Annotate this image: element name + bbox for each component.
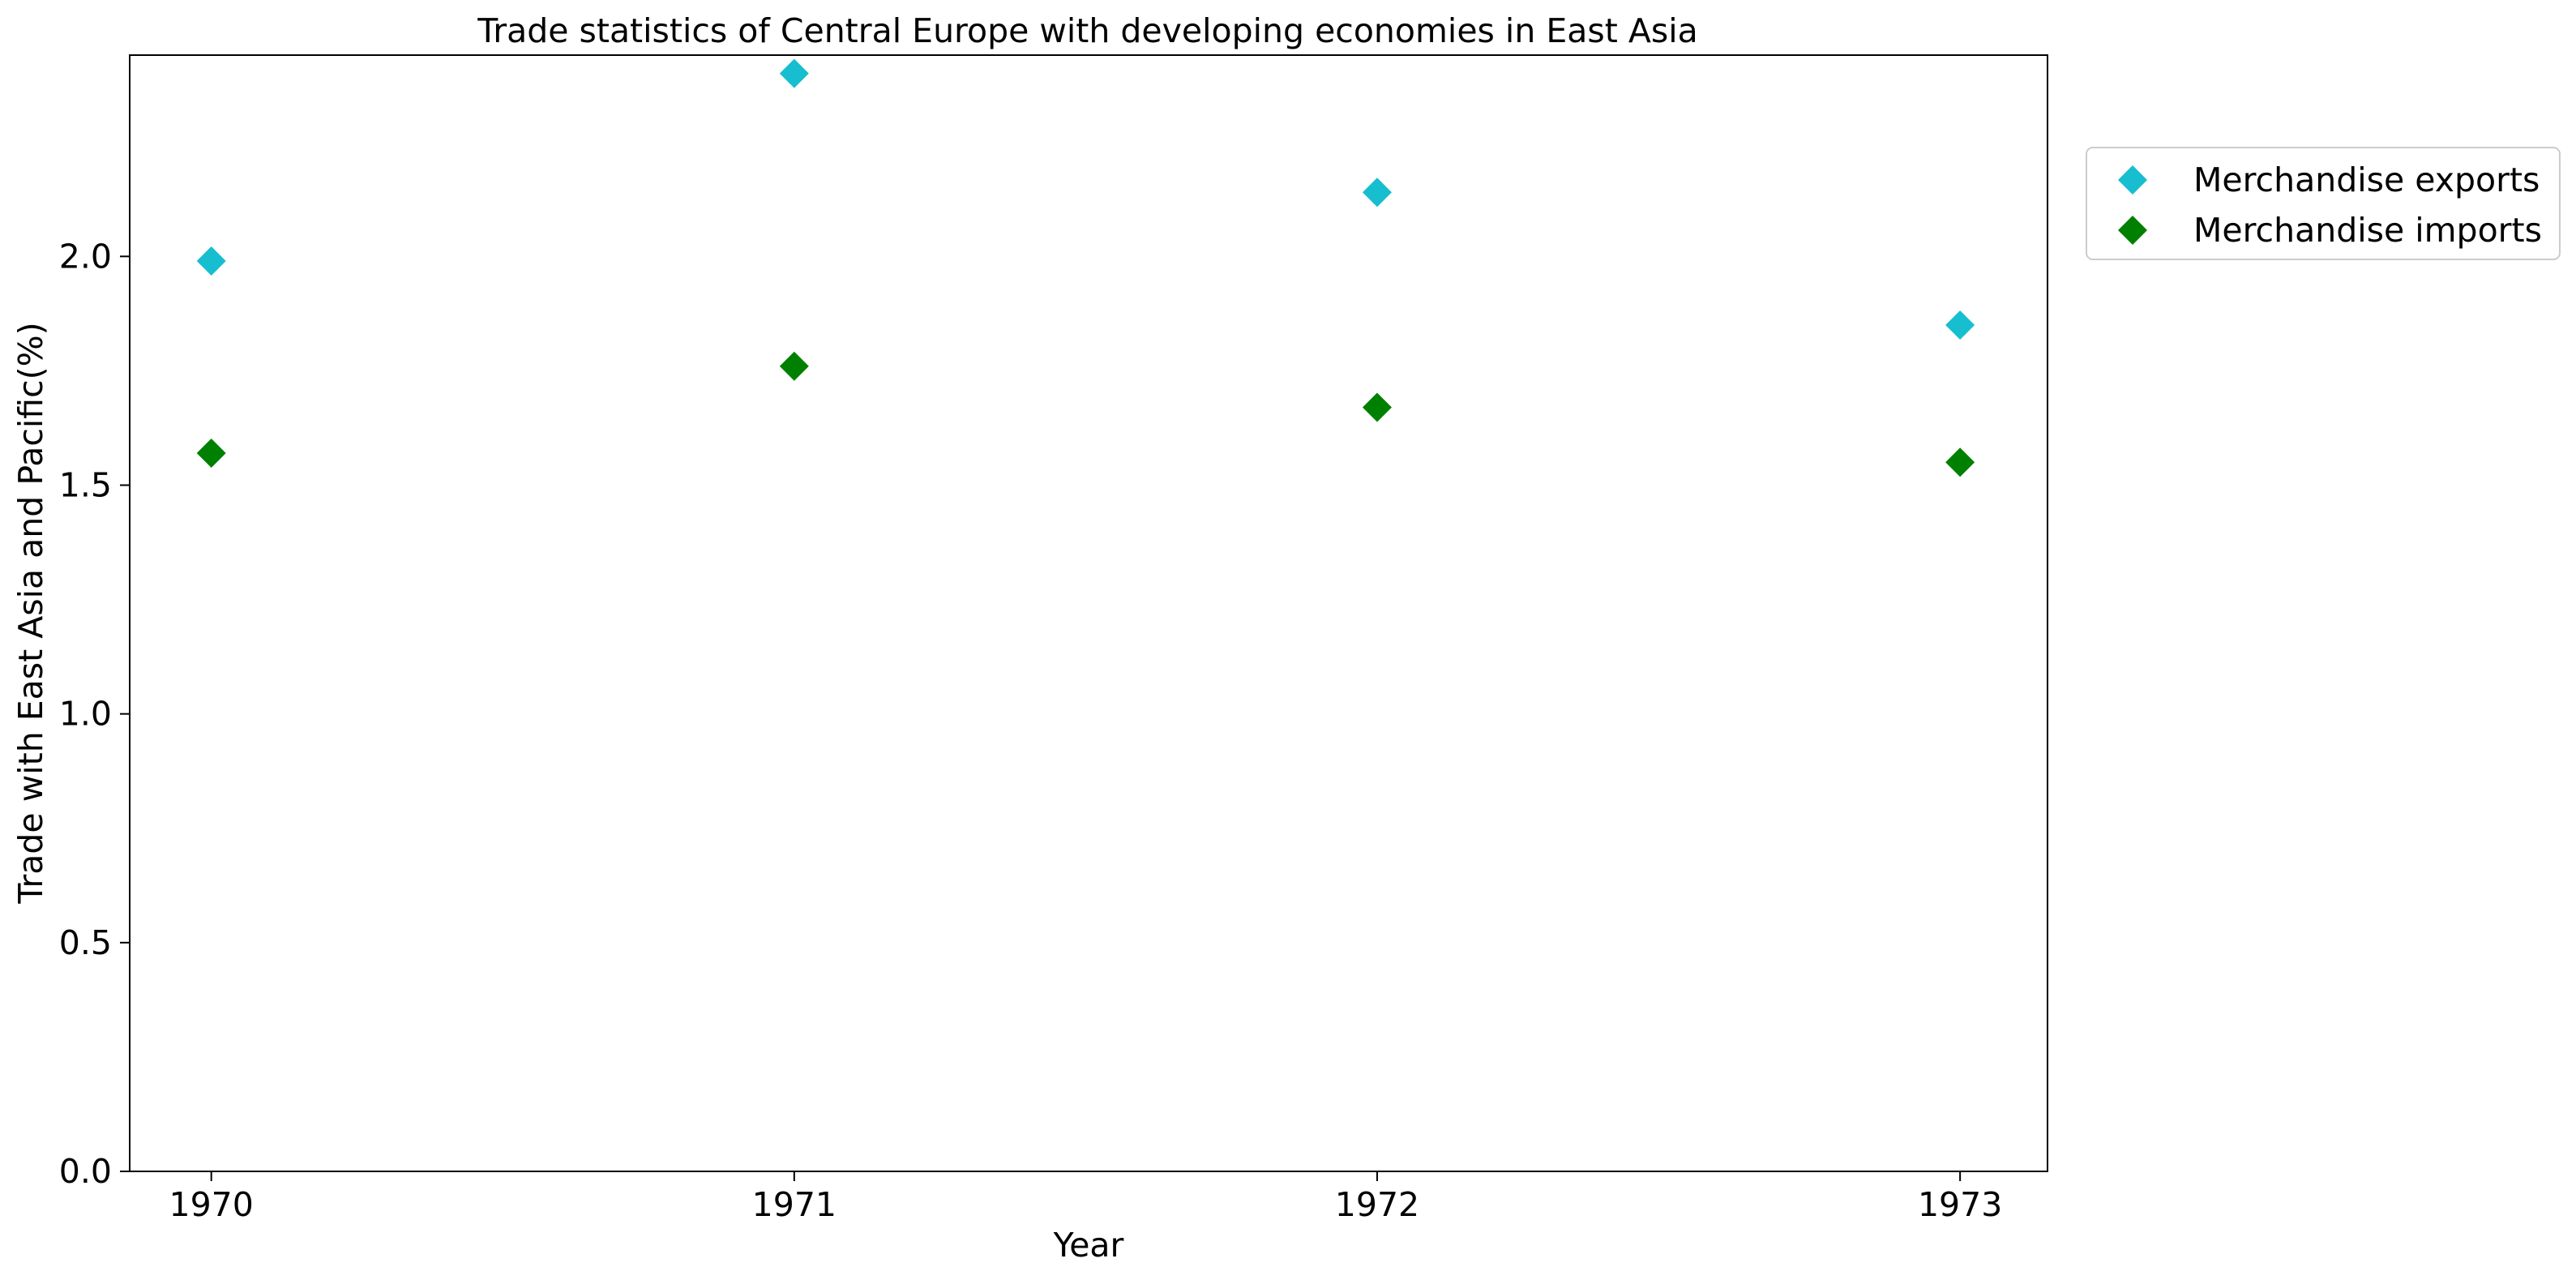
x-axis-ticks: 1970 1971 1972 1973 [169, 1171, 2002, 1224]
y-tick-label: 2.0 [59, 237, 112, 276]
legend-label-imports: Merchandise imports [2193, 211, 2542, 250]
legend: Merchandise exports Merchandise imports [2086, 147, 2561, 260]
x-tick-label: 1972 [1335, 1185, 1419, 1224]
data-points [196, 58, 1975, 477]
y-axis-ticks: 0.0 0.5 1.0 1.5 2.0 [59, 237, 130, 1191]
x-tick-label: 1973 [1918, 1185, 2002, 1224]
data-point-exports-1970 [196, 246, 226, 276]
data-point-imports-1973 [1945, 447, 1975, 477]
plot-area [129, 54, 2048, 1172]
x-tick-label: 1970 [169, 1185, 254, 1224]
x-axis-label: Year [1053, 1226, 1124, 1265]
data-point-imports-1971 [779, 351, 809, 381]
data-point-imports-1972 [1362, 392, 1392, 422]
y-tick-label: 1.0 [59, 695, 112, 734]
legend-marker-imports [2118, 216, 2147, 245]
data-point-exports-1972 [1362, 178, 1392, 208]
y-axis-label: Trade with East Asia and Pacific(%) [11, 322, 50, 904]
data-point-exports-1973 [1945, 310, 1975, 340]
x-tick-label: 1971 [752, 1185, 837, 1224]
data-point-imports-1970 [196, 438, 226, 468]
y-tick-label: 1.5 [59, 465, 112, 504]
legend-box [2086, 147, 2561, 260]
data-point-exports-1971 [779, 58, 809, 88]
y-tick-label: 0.0 [59, 1152, 112, 1191]
y-tick-label: 0.5 [59, 923, 112, 962]
legend-marker-exports [2118, 165, 2147, 195]
legend-label-exports: Merchandise exports [2193, 161, 2540, 199]
chart-title: Trade statistics of Central Europe with … [477, 11, 1698, 50]
